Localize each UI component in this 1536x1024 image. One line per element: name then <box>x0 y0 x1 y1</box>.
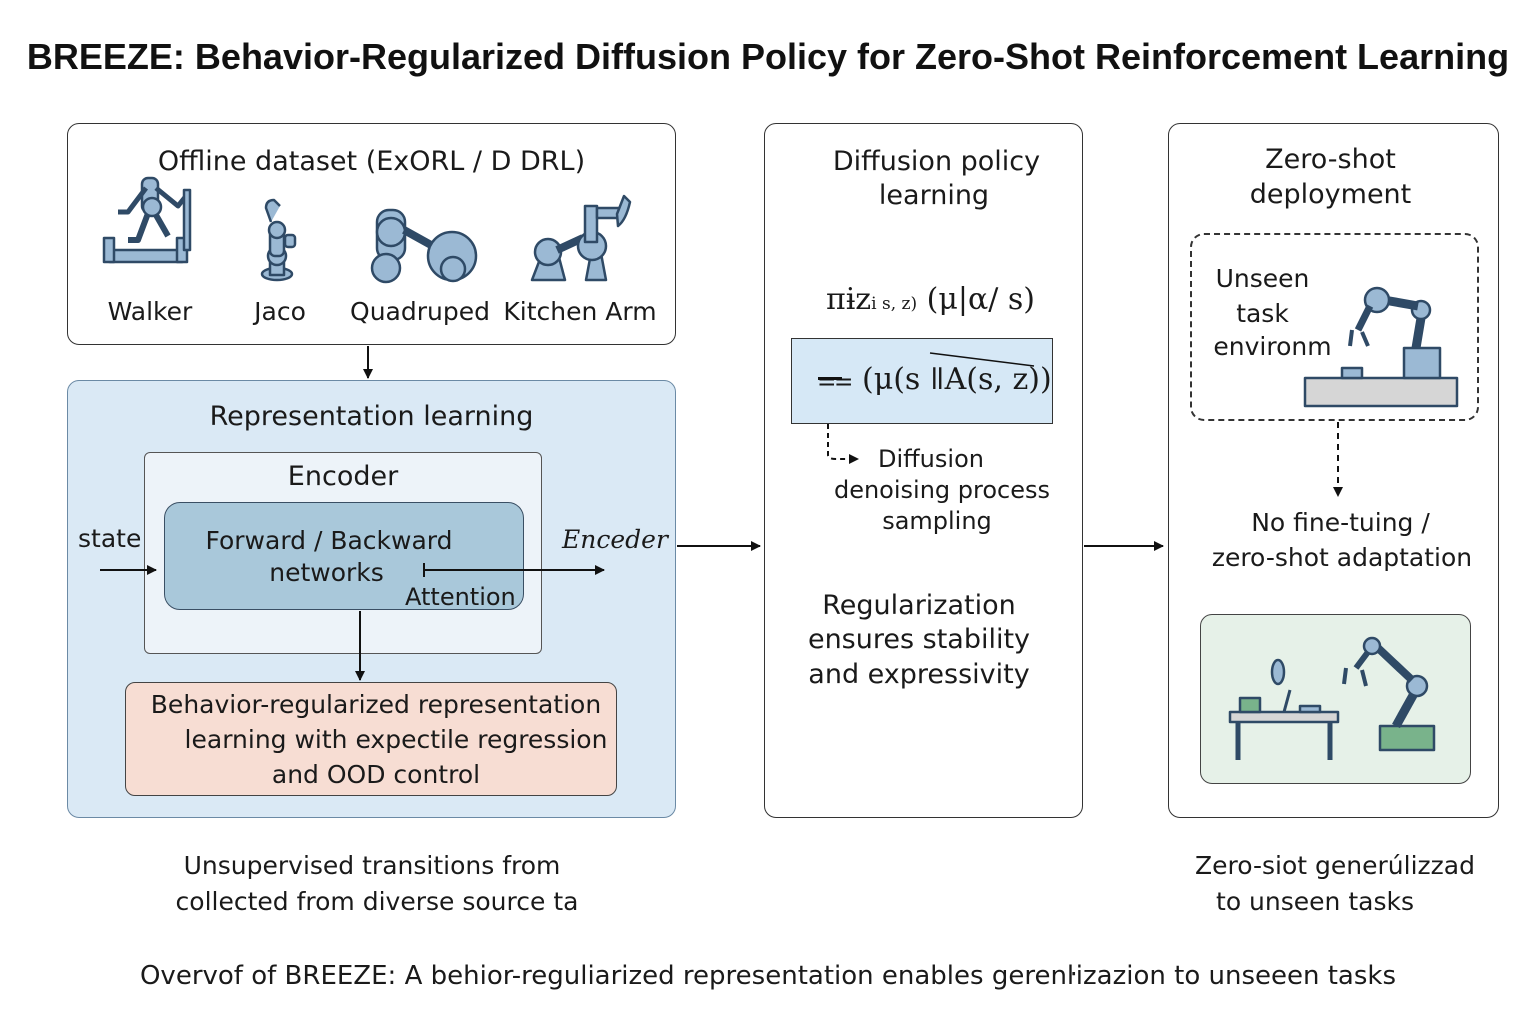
behavior-line3: and OOD control <box>271 760 481 789</box>
fb-networks-box <box>164 502 524 610</box>
nofine-line2: zero-shot adaptation <box>1211 543 1473 572</box>
formula-box-text: (μ(s ǁA(s, z)) <box>862 362 1052 397</box>
formula-equals-bar <box>818 377 842 380</box>
robot-label-quadruped: Quadruped <box>350 297 490 326</box>
unseen-line2: task <box>1236 299 1289 328</box>
caption-left-line1: Unsupervised transitions from <box>183 851 561 880</box>
representation-title: Representation learning <box>209 401 534 432</box>
policy-formula-main: πɨz <box>826 282 872 317</box>
caption-right-line1: Zero-siot generúlizzad <box>1195 851 1475 880</box>
robot-label-walker: Walker <box>107 297 193 326</box>
process-line1: Diffusion <box>878 445 984 473</box>
jaco-icon <box>260 198 297 282</box>
quadruped-icon <box>370 208 478 284</box>
policy-formula-subscript: ⅰ s, z) <box>871 294 918 314</box>
robot-label-kitchen-arm: Kitchen Arm <box>503 297 657 326</box>
diffusion-panel <box>764 123 1083 818</box>
unseen-line1: Unseen <box>1215 264 1310 293</box>
nofine-line1: No fine-tuing / <box>1251 508 1430 537</box>
process-line2: denoising process <box>833 476 1051 504</box>
arrow-formula-to-process <box>827 424 859 464</box>
diffusion-title-line2: learning <box>878 180 990 211</box>
policy-formula-tail: (μ|α/ s) <box>926 282 1035 317</box>
behavior-line2: learning with expectile regression <box>184 725 608 754</box>
caption-bottom: Overvof of BREEZE: A behior-reguliarized… <box>139 961 1397 991</box>
attention-label: Attention <box>405 583 516 611</box>
state-label: state <box>78 524 142 553</box>
robot-label-jaco: Jaco <box>254 297 306 326</box>
behavior-line1: Behavior-regularized representation <box>150 690 602 719</box>
walker-icon <box>102 176 192 264</box>
zeroshot-title-line1: Zero-shot <box>1265 144 1396 175</box>
encoder-output-label: Enceder <box>562 525 668 554</box>
regularization-line3: and expressivity <box>808 659 1030 690</box>
zeroshot-title-line2: deployment <box>1249 179 1412 210</box>
formula-box <box>791 338 1053 424</box>
unseen-line3: environm <box>1213 332 1332 361</box>
regularization-line1: Regularization <box>822 590 1016 621</box>
encoder-title: Encoder <box>287 461 399 492</box>
regularization-line2: ensures stability <box>807 624 1031 655</box>
formula-box-expression: ⩵ (μ(s ǁA(s, z)) <box>818 360 1058 400</box>
fb-networks-line1: Forward / Backward <box>205 526 453 555</box>
offline-dataset-title: Offline dataset (ExORL / D DRL) <box>157 146 586 177</box>
formula-overline <box>929 352 1035 367</box>
policy-formula: πɨzⅰ s, z) (μ|α/ s) <box>826 280 1086 324</box>
diffusion-title-line1: Diffusion policy <box>832 146 1041 177</box>
kitchen-arm-icon <box>530 194 632 282</box>
process-line3: sampling <box>882 507 992 535</box>
behavior-regularized-box <box>125 682 617 796</box>
fb-networks-line2: networks <box>269 558 384 587</box>
unseen-robot-icon <box>1303 286 1459 408</box>
deployment-scene-icon <box>1228 636 1436 760</box>
caption-left-line2: collected from diverse source ta <box>175 887 579 916</box>
unseen-env-box <box>1190 233 1479 421</box>
caption-right-line2: to unseen tasks <box>1216 887 1414 916</box>
diagram-title: BREEZE: Behavior-Regularized Diffusion P… <box>26 36 1510 77</box>
